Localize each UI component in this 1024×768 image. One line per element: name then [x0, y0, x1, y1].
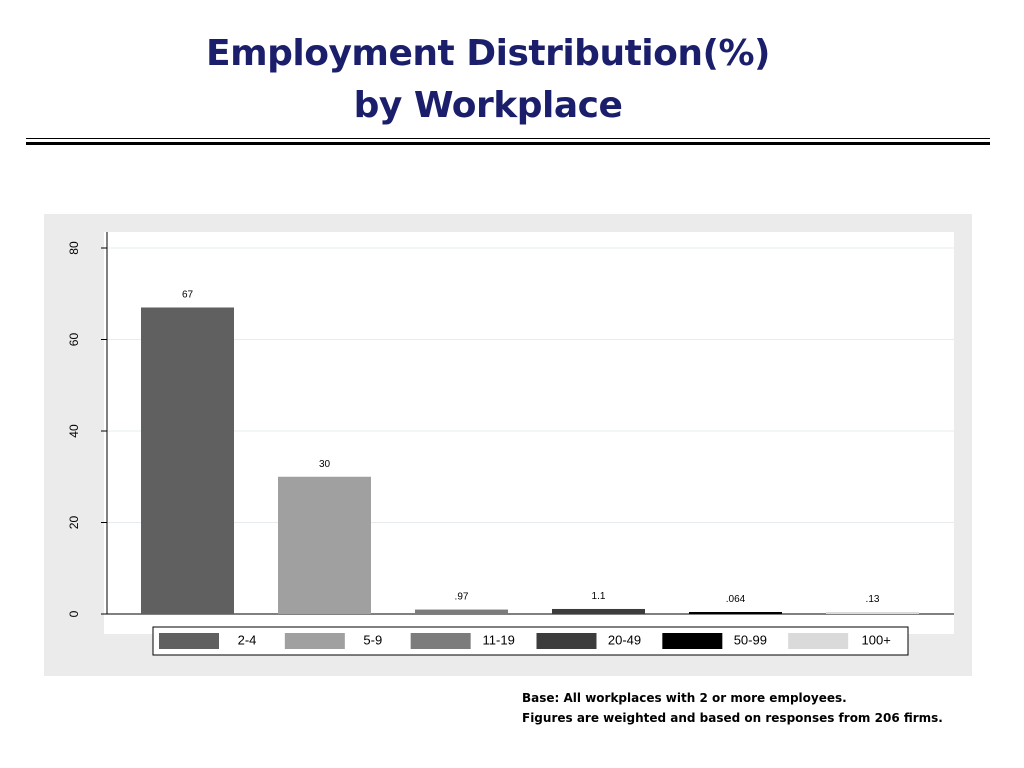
legend-swatch [536, 633, 597, 649]
y-tick-label: 40 [67, 424, 81, 438]
chart-panel: 0 20 40 60 80 67 30 .97 1.1 .064 .13 2-4 5-9 11-19 20-… [44, 214, 972, 676]
footnote-base: Base: All workplaces with 2 or more empl… [522, 691, 847, 705]
title-line-1: Employment Distribution(%) [206, 33, 770, 74]
data-label: .97 [455, 592, 469, 603]
y-tick-label: 20 [67, 516, 81, 530]
y-tick-label: 60 [67, 333, 81, 347]
data-label: 30 [319, 459, 331, 470]
title-divider-thin [26, 138, 990, 139]
legend-label: 11-19 [483, 632, 515, 647]
legend-swatch [662, 633, 723, 649]
page-title: Employment Distribution(%) by Workplace [0, 28, 976, 132]
data-label: 1.1 [592, 591, 606, 602]
plot-area [104, 232, 954, 634]
y-tick-label: 80 [67, 241, 81, 255]
bar [552, 608, 645, 614]
legend-swatch [284, 633, 345, 649]
legend-swatch [410, 633, 471, 649]
legend-swatch [788, 633, 849, 649]
footnote: Base: All workplaces with 2 or more empl… [522, 688, 943, 728]
legend-label: 50-99 [734, 632, 767, 647]
data-label: .13 [866, 594, 880, 605]
title-line-2: by Workplace [353, 85, 623, 126]
legend-swatch [159, 633, 219, 649]
bar [141, 307, 234, 614]
bar-chart: 0 20 40 60 80 67 30 .97 1.1 .064 .13 2-4 5-9 11-19 20-… [67, 232, 954, 656]
bar [826, 612, 919, 614]
data-label: .064 [726, 594, 746, 605]
y-tick-label: 0 [67, 610, 81, 617]
footnote-weighting: Figures are weighted and based on respon… [522, 711, 943, 725]
legend-label: 20-49 [608, 632, 641, 647]
title-divider-thick [26, 142, 990, 145]
legend-box [152, 626, 909, 656]
bar [689, 612, 782, 614]
data-label: 67 [182, 289, 194, 300]
legend-label: 5-9 [363, 632, 382, 647]
legend-label: 2-4 [238, 632, 257, 647]
legend-label: 100+ [862, 632, 891, 647]
bar [278, 476, 371, 614]
bar [415, 609, 508, 614]
